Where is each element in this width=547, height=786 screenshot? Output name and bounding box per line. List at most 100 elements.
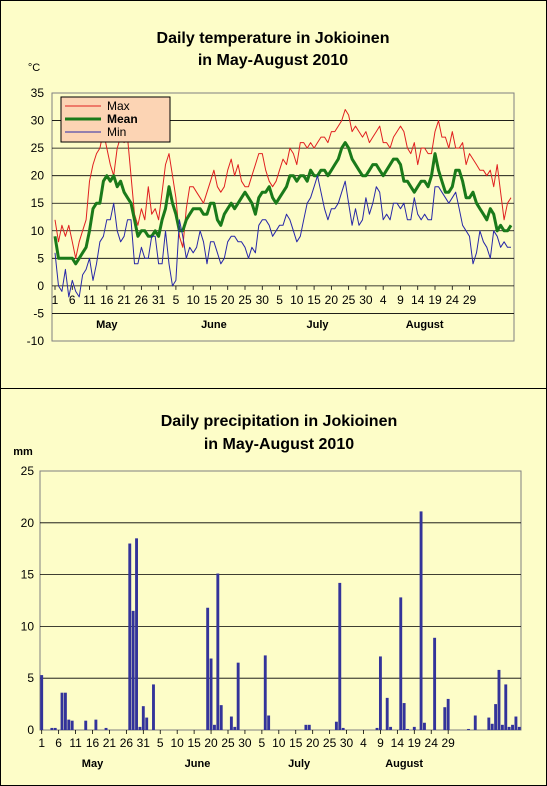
temp-month-label: May bbox=[96, 319, 118, 331]
temp-ytick-label: 30 bbox=[31, 114, 45, 128]
temp-ytick-label: 5 bbox=[37, 251, 44, 265]
prec-bar bbox=[219, 705, 223, 730]
prec-bar bbox=[490, 723, 494, 730]
prec-ytick-label: 10 bbox=[21, 619, 35, 633]
prec-xtick-label: 10 bbox=[272, 736, 286, 750]
panel-divider bbox=[1, 388, 546, 389]
prec-xtick-label: 20 bbox=[204, 736, 218, 750]
prec-bar bbox=[229, 716, 233, 730]
prec-ytick-label: 5 bbox=[27, 671, 34, 685]
temp-series-lines bbox=[53, 109, 513, 298]
prec-xtick-label: 6 bbox=[55, 736, 62, 750]
temp-xtick-label: 11 bbox=[83, 293, 96, 307]
prec-ytick-label: 25 bbox=[21, 464, 35, 478]
prec-bar bbox=[385, 697, 389, 730]
prec-xtick-label: 31 bbox=[137, 736, 151, 750]
prec-bar bbox=[263, 655, 267, 730]
prec-bar bbox=[233, 726, 237, 730]
prec-bar bbox=[473, 715, 477, 730]
prec-xtick-label: 25 bbox=[221, 736, 235, 750]
prec-bar bbox=[135, 538, 138, 730]
prec-xtick-label: 24 bbox=[425, 736, 439, 750]
prec-bar bbox=[216, 573, 220, 730]
temp-ytick-label: 0 bbox=[37, 279, 44, 293]
prec-xtick-label: 9 bbox=[377, 736, 384, 750]
temp-xtick-label: 1 bbox=[52, 293, 59, 307]
prec-month-labels: May June July August bbox=[82, 758, 424, 770]
temp-xtick-label: 26 bbox=[135, 293, 149, 307]
prec-ytick-label: 0 bbox=[27, 723, 34, 737]
prec-xtick-label: 30 bbox=[340, 736, 354, 750]
prec-ytick-label: 15 bbox=[21, 568, 35, 582]
prec-bar bbox=[206, 607, 210, 730]
prec-bar bbox=[236, 662, 240, 730]
prec-xtick-label: 30 bbox=[238, 736, 252, 750]
prec-bar bbox=[517, 726, 521, 730]
prec-xtick-label: 25 bbox=[323, 736, 337, 750]
prec-x-axis: 1 6 11 16 21 26 31 5 10 15 20 25 30 5 10 15 20 25 30 4 9 14 19… bbox=[38, 730, 455, 750]
prec-y-axis: 25 20 15 10 5 0 bbox=[21, 464, 35, 737]
prec-bar bbox=[494, 704, 498, 730]
prec-bar bbox=[511, 724, 514, 730]
temp-xtick-label: 6 bbox=[69, 293, 76, 307]
prec-title-line2: in May-August 2010 bbox=[204, 436, 354, 453]
temp-min-line bbox=[54, 175, 511, 298]
prec-bar bbox=[443, 707, 447, 730]
temp-xtick-label: 20 bbox=[325, 293, 339, 307]
prec-xtick-label: 15 bbox=[289, 736, 303, 750]
prec-bar bbox=[419, 511, 423, 730]
prec-ylabel: mm bbox=[13, 446, 33, 458]
prec-xtick-label: 29 bbox=[441, 736, 455, 750]
temp-xtick-label: 5 bbox=[276, 293, 283, 307]
temp-y-axis: 35 30 25 20 15 10 5 0 -5 -10 bbox=[27, 86, 45, 348]
precipitation-chart: Daily precipitation in Jokioinen in May-… bbox=[13, 413, 522, 770]
temp-month-label: June bbox=[201, 319, 227, 331]
prec-xtick-label: 15 bbox=[187, 736, 201, 750]
prec-xtick-label: 10 bbox=[171, 736, 185, 750]
prec-xtick-label: 11 bbox=[69, 736, 82, 750]
prec-bar bbox=[63, 692, 67, 730]
prec-bar bbox=[152, 684, 155, 730]
legend-min-label: Min bbox=[107, 125, 126, 139]
prec-bar bbox=[209, 658, 213, 730]
prec-bar bbox=[304, 724, 308, 730]
temp-ytick-label: -5 bbox=[33, 306, 44, 320]
temp-title-line1: Daily temperature in Jokioinen bbox=[157, 30, 390, 47]
temp-ytick-label: 35 bbox=[31, 86, 45, 100]
prec-bar bbox=[423, 722, 426, 730]
prec-bar bbox=[467, 728, 470, 730]
temp-xtick-label: 30 bbox=[256, 293, 270, 307]
temp-ytick-label: -10 bbox=[27, 334, 45, 348]
prec-xtick-label: 5 bbox=[157, 736, 164, 750]
temp-xtick-label: 9 bbox=[397, 293, 404, 307]
prec-bar bbox=[94, 719, 98, 730]
legend-mean-label: Mean bbox=[107, 112, 138, 126]
prec-bar bbox=[487, 717, 491, 730]
prec-bar bbox=[84, 720, 88, 730]
temp-ytick-label: 25 bbox=[31, 141, 45, 155]
temp-xtick-label: 4 bbox=[380, 293, 387, 307]
prec-bar bbox=[389, 726, 393, 730]
prec-bar bbox=[433, 637, 437, 730]
prec-bar bbox=[406, 728, 409, 730]
prec-bar bbox=[70, 720, 74, 730]
temp-xtick-label: 29 bbox=[463, 293, 477, 307]
temp-xtick-label: 21 bbox=[117, 293, 131, 307]
temp-ytick-label: 15 bbox=[31, 196, 45, 210]
prec-bar bbox=[378, 656, 382, 730]
prec-bar bbox=[334, 721, 338, 730]
temp-ylabel: °C bbox=[28, 62, 40, 74]
temperature-chart: Daily temperature in Jokioinen in May-Au… bbox=[27, 30, 515, 348]
prec-bar bbox=[60, 692, 64, 730]
temp-ytick-label: 10 bbox=[31, 224, 45, 238]
prec-bar bbox=[375, 727, 379, 730]
temp-xtick-label: 30 bbox=[359, 293, 373, 307]
prec-bar bbox=[497, 669, 501, 730]
prec-bar bbox=[412, 726, 416, 730]
prec-bar bbox=[307, 724, 311, 730]
temp-xtick-label: 31 bbox=[152, 293, 166, 307]
prec-month-label: July bbox=[288, 758, 311, 770]
temp-xtick-label: 15 bbox=[307, 293, 321, 307]
prec-bar bbox=[500, 724, 504, 730]
